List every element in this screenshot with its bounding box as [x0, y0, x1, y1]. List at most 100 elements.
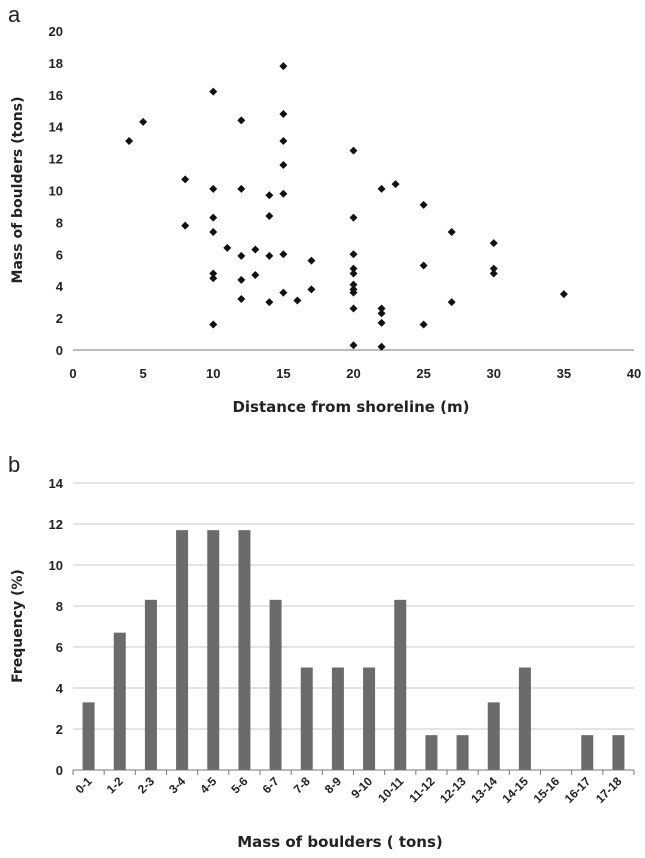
scatter-point [447, 298, 456, 307]
scatter-point [237, 184, 246, 193]
scatter-x-tick-label: 0 [69, 366, 76, 381]
bar-y-tick-label: 8 [56, 599, 63, 614]
scatter-point [349, 250, 358, 259]
bar-category-label: 4-5 [197, 774, 219, 796]
bar-category-label: 15-16 [531, 774, 563, 806]
bar-category-label: 9-10 [348, 774, 375, 801]
bar [456, 735, 469, 770]
scatter-point [209, 184, 218, 193]
bar [207, 530, 220, 770]
bar-y-tick-label: 4 [56, 681, 64, 696]
scatter-y-tick-labels: 0 2 4 6 8 10 12 14 16 18 20 [49, 24, 64, 358]
bar-category-label: 17-18 [593, 774, 625, 806]
scatter-point [279, 288, 288, 297]
scatter-point [489, 264, 498, 273]
scatter-y-tick-label: 12 [49, 152, 63, 167]
scatter-point [377, 184, 386, 193]
bar [300, 667, 313, 770]
scatter-y-tick-label: 6 [56, 247, 63, 262]
bar [581, 735, 594, 770]
scatter-y-tick-label: 10 [49, 184, 63, 199]
bar [144, 599, 157, 770]
scatter-point [419, 320, 428, 329]
bar-category-label: 7-8 [291, 774, 313, 796]
bar [113, 632, 126, 770]
scatter-x-tick-label: 30 [487, 366, 501, 381]
bar-gridlines [73, 482, 634, 730]
bar-category-label: 3-4 [166, 774, 188, 796]
scatter-point [279, 189, 288, 198]
bar-category-label: 16-17 [562, 774, 594, 806]
scatter-point [419, 261, 428, 270]
bar-y-tick-label: 0 [56, 763, 63, 778]
scatter-point [293, 296, 302, 305]
bar-category-label: 0-1 [73, 774, 95, 796]
bar-category-label: 12-13 [437, 774, 469, 806]
bar [238, 530, 251, 770]
scatter-y-tick-label: 4 [56, 279, 64, 294]
scatter-point [349, 264, 358, 273]
scatter-point [181, 175, 190, 184]
bar [394, 599, 407, 770]
scatter-point [265, 212, 274, 221]
scatter-point [349, 269, 358, 278]
scatter-y-tick-label: 20 [49, 24, 63, 39]
scatter-point [279, 137, 288, 146]
scatter-x-tick-label: 15 [276, 366, 290, 381]
scatter-point [377, 304, 386, 313]
scatter-point [349, 288, 358, 297]
bar-y-tick-label: 2 [56, 722, 63, 737]
scatter-point [237, 116, 246, 125]
scatter-point [237, 251, 246, 260]
scatter-x-tick-label: 5 [140, 366, 147, 381]
bar [425, 735, 438, 770]
scatter-point [447, 227, 456, 236]
scatter-point [265, 251, 274, 260]
scatter-x-tick-label: 25 [416, 366, 430, 381]
bar [82, 702, 95, 770]
scatter-point [209, 274, 218, 283]
scatter-point [181, 221, 190, 230]
bar-category-label: 13-14 [468, 774, 500, 806]
bar-category-label: 5-6 [228, 774, 250, 796]
scatter-point [279, 62, 288, 71]
scatter-points [125, 62, 568, 351]
scatter-point [377, 309, 386, 318]
scatter-point [377, 342, 386, 351]
bar-category-label: 2-3 [135, 774, 157, 796]
scatter-point [349, 280, 358, 289]
bar-category-label: 11-12 [406, 774, 437, 805]
bar-series [82, 530, 625, 770]
scatter-point [391, 180, 400, 189]
scatter-point [349, 213, 358, 222]
scatter-x-tick-label: 40 [627, 366, 641, 381]
scatter-point [237, 275, 246, 284]
scatter-point [125, 137, 134, 146]
bar-category-label: 6-7 [260, 774, 282, 796]
scatter-point [209, 213, 218, 222]
scatter-point [251, 245, 260, 254]
scatter-y-tick-label: 18 [49, 56, 63, 71]
bar-category-labels: 0-1 1-2 2-3 3-4 4-5 5-6 6-7 7-8 8-9 9-10 10-11 11-1… [73, 774, 625, 806]
bar [612, 735, 625, 770]
scatter-point [307, 256, 316, 265]
bar-category-label: 14-15 [499, 774, 531, 806]
scatter-point [251, 271, 260, 280]
panel-b-label: b [8, 452, 20, 477]
scatter-point [489, 239, 498, 248]
scatter-point [279, 250, 288, 259]
bar-chart-panel: b 0 2 4 6 8 10 12 14 0-1 1-2 2-3 3-4 4-5 5-6 6-7 7-8 8-… [8, 452, 635, 851]
scatter-point [265, 298, 274, 307]
bar-y-axis-title: Frequency (%) [10, 569, 26, 683]
bar-y-tick-label: 6 [56, 640, 63, 655]
scatter-y-tick-label: 2 [56, 311, 63, 326]
bar-category-label: 1-2 [104, 774, 126, 796]
scatter-y-tick-label: 0 [56, 343, 63, 358]
bar-y-tick-labels: 0 2 4 6 8 10 12 14 [49, 476, 64, 778]
scatter-point [209, 227, 218, 236]
scatter-point [419, 200, 428, 209]
panel-a-label: a [8, 2, 21, 27]
scatter-y-tick-label: 14 [49, 120, 64, 135]
scatter-point [139, 117, 148, 126]
